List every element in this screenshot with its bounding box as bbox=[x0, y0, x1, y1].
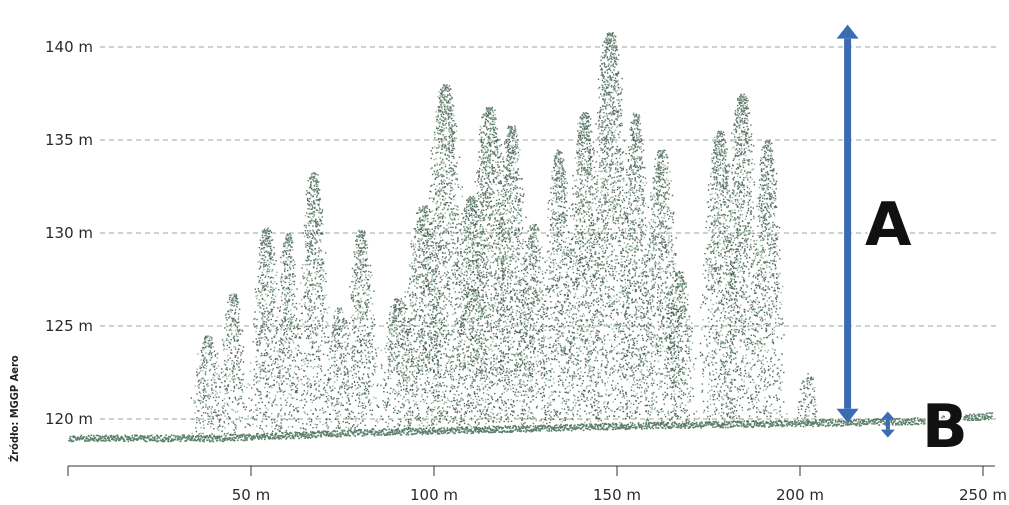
tree-crown-18 bbox=[638, 149, 686, 426]
arrow-b bbox=[880, 411, 895, 438]
tree-crown-0 bbox=[190, 335, 226, 439]
tree-crown-2 bbox=[247, 227, 286, 436]
points-dark bbox=[342, 230, 379, 434]
points-dark bbox=[248, 227, 284, 436]
points-dark bbox=[325, 307, 355, 431]
points-light bbox=[619, 112, 654, 426]
tree-crown-1 bbox=[217, 293, 251, 437]
points-light bbox=[274, 234, 303, 436]
source-label: Źródło: MGGP Aero bbox=[8, 355, 21, 462]
arrow-a bbox=[836, 24, 859, 423]
tree-crown-9 bbox=[421, 84, 472, 432]
arrow-b-head-down bbox=[880, 429, 895, 438]
points-dark bbox=[661, 270, 697, 425]
tree-crown-16 bbox=[583, 32, 637, 427]
points-dark bbox=[422, 84, 470, 432]
tree-crown-19 bbox=[661, 270, 698, 425]
points-dark bbox=[489, 125, 535, 430]
points-light bbox=[191, 335, 226, 437]
points-dark bbox=[293, 172, 331, 435]
arrow-a-head-down bbox=[836, 408, 859, 423]
x-tick-label: 100 m bbox=[410, 486, 458, 504]
y-tick-label: 120 m bbox=[45, 410, 93, 428]
tree-crown-22 bbox=[747, 140, 788, 425]
points-dark bbox=[217, 293, 251, 437]
points-light bbox=[326, 307, 356, 433]
points-dark bbox=[190, 335, 224, 439]
tree-crown-7 bbox=[376, 298, 421, 432]
point-cloud bbox=[190, 32, 821, 439]
y-tick-label: 135 m bbox=[45, 131, 93, 149]
arrow-a-shaft bbox=[844, 38, 852, 409]
tree-crown-3 bbox=[272, 233, 305, 436]
y-axis-labels: 120 m 125 m 130 m 135 m 140 m bbox=[45, 38, 93, 428]
points-light bbox=[247, 228, 286, 436]
tree-crown-17 bbox=[617, 112, 655, 427]
ground-points bbox=[68, 412, 994, 443]
annotations: AB bbox=[836, 24, 970, 464]
arrow-a-head-up bbox=[836, 24, 859, 39]
tree-crown-6 bbox=[342, 229, 379, 434]
tree-crown-23 bbox=[796, 373, 821, 422]
points-light bbox=[218, 293, 249, 436]
tree-crown-12 bbox=[489, 125, 535, 430]
y-tick-label: 130 m bbox=[45, 224, 93, 242]
tree-crown-4 bbox=[293, 172, 331, 436]
points-dark bbox=[376, 298, 421, 432]
points-dark bbox=[699, 130, 742, 426]
points-dark bbox=[540, 149, 576, 429]
tree-crown-21 bbox=[720, 93, 765, 424]
label-a: A bbox=[865, 190, 912, 260]
points-dark bbox=[747, 140, 785, 424]
x-tick-label: 200 m bbox=[776, 486, 824, 504]
x-axis: 50 m 100 m 150 m 200 m 250 m bbox=[67, 465, 1007, 504]
y-tick-label: 140 m bbox=[45, 38, 93, 56]
tree-crown-20 bbox=[698, 130, 744, 426]
label-b: B bbox=[922, 392, 968, 462]
y-tick-label: 125 m bbox=[45, 317, 93, 335]
tree-crown-5 bbox=[325, 307, 356, 433]
x-tick-label: 50 m bbox=[232, 486, 270, 504]
arrow-b-head-up bbox=[880, 411, 895, 420]
points-light bbox=[639, 149, 684, 426]
arrow-b-shaft bbox=[885, 419, 890, 430]
x-tick-label: 150 m bbox=[593, 486, 641, 504]
points-light bbox=[489, 125, 534, 430]
points-light bbox=[720, 94, 765, 424]
tree-crown-14 bbox=[540, 149, 579, 429]
points-light bbox=[585, 32, 637, 427]
x-tick-label: 250 m bbox=[959, 486, 1007, 504]
ground-profile bbox=[68, 412, 994, 443]
points-dark bbox=[563, 112, 607, 426]
